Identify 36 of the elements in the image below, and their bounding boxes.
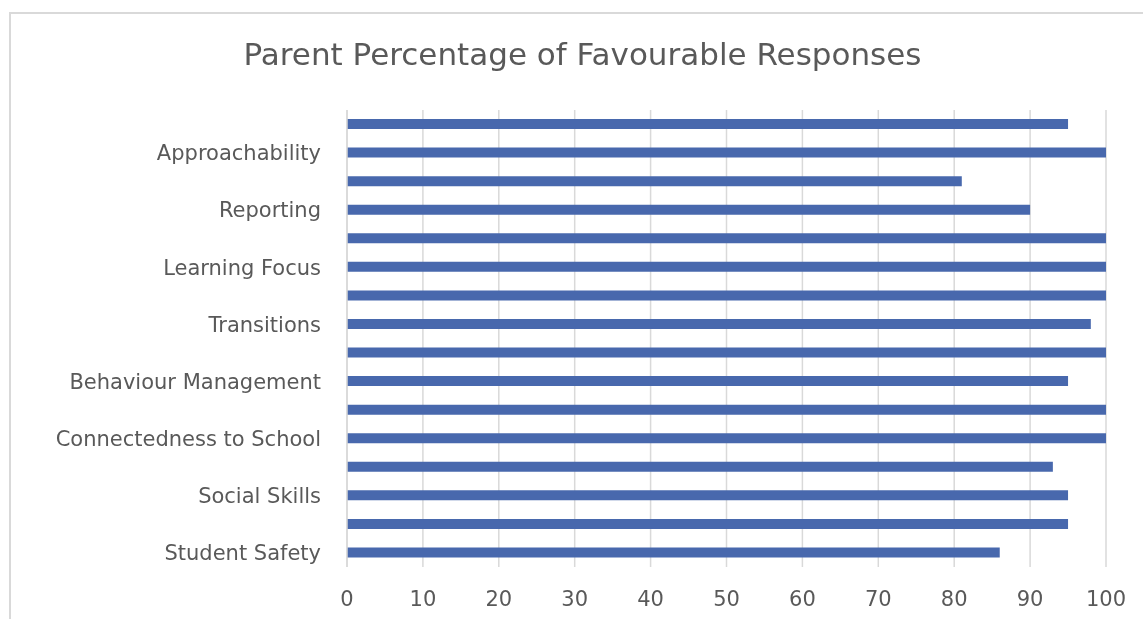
x-tick-label: 90 <box>1016 586 1044 611</box>
y-tick-label: Connectedness to School <box>55 426 321 451</box>
x-tick-label: 20 <box>485 586 513 611</box>
bar <box>347 318 1091 329</box>
bar <box>347 176 962 187</box>
y-tick-label: Learning Focus <box>163 255 321 280</box>
bar <box>347 404 1106 415</box>
x-tick-label: 50 <box>713 586 740 611</box>
x-tick-label: 70 <box>864 586 892 611</box>
y-tick-label: Reporting <box>218 198 321 223</box>
y-tick-label: Student Safety <box>164 541 321 566</box>
bar <box>347 290 1106 301</box>
bar <box>347 204 1031 215</box>
x-tick-label: 100 <box>1085 586 1127 611</box>
chart-title: Parent Percentage of Favourable Responses <box>242 36 923 72</box>
bar <box>347 490 1069 501</box>
bar <box>347 461 1053 472</box>
x-tick-label: 60 <box>789 586 816 611</box>
bar <box>347 547 1000 558</box>
bar <box>347 119 1069 129</box>
x-tick-label: 80 <box>940 586 968 611</box>
x-tick-label: 40 <box>637 586 664 611</box>
bar <box>347 376 1069 387</box>
y-tick-label: Behaviour Management <box>69 369 321 394</box>
x-tick-label: 10 <box>409 586 437 611</box>
y-tick-label: Transitions <box>207 312 321 337</box>
bar <box>347 347 1106 358</box>
bar <box>347 433 1106 444</box>
bar <box>347 233 1106 244</box>
bar <box>347 147 1106 158</box>
y-tick-label: Social Skills <box>198 484 321 509</box>
bar <box>347 261 1106 272</box>
bar <box>347 518 1069 529</box>
x-tick-label: 30 <box>561 586 589 611</box>
x-tick-label: 0 <box>340 586 354 611</box>
y-tick-label: Approachability <box>156 141 321 166</box>
